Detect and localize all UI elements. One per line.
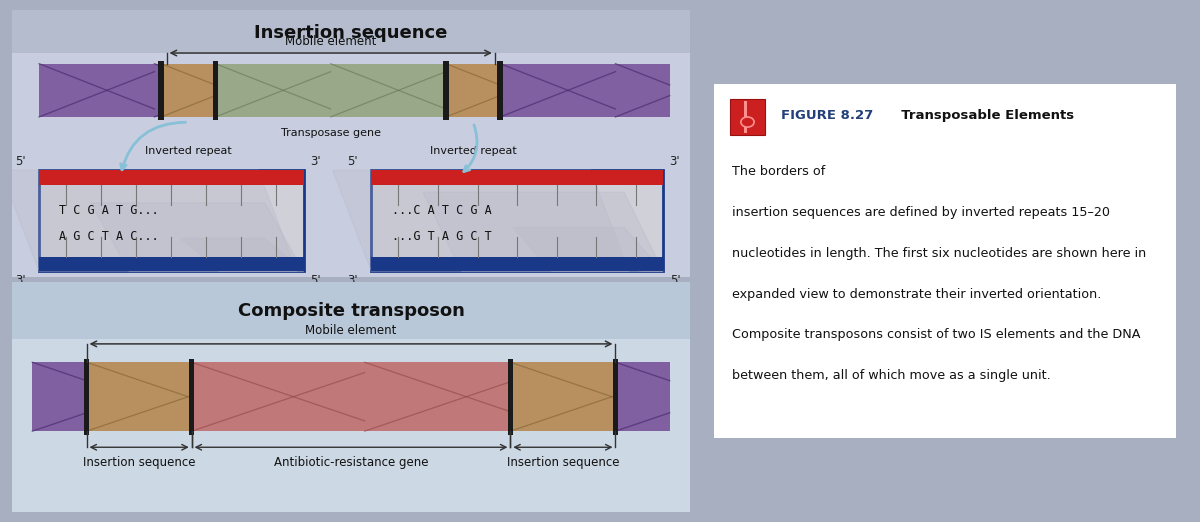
Bar xyxy=(498,61,503,120)
Bar xyxy=(40,170,304,185)
FancyBboxPatch shape xyxy=(5,280,697,514)
Bar xyxy=(508,359,512,435)
Bar xyxy=(40,170,304,271)
Text: 5': 5' xyxy=(670,274,680,287)
Polygon shape xyxy=(604,263,662,271)
Text: 5': 5' xyxy=(347,155,358,168)
Text: ...G T A G C T: ...G T A G C T xyxy=(391,230,492,243)
Bar xyxy=(216,64,446,117)
Bar xyxy=(40,64,161,117)
Bar xyxy=(613,359,618,435)
Text: 3': 3' xyxy=(670,155,680,168)
FancyBboxPatch shape xyxy=(5,8,697,279)
Text: Insertion sequence: Insertion sequence xyxy=(506,456,619,469)
Bar xyxy=(40,257,304,271)
Text: 5': 5' xyxy=(14,155,25,168)
Text: Transposable Elements: Transposable Elements xyxy=(892,109,1074,122)
Bar xyxy=(12,10,690,53)
Bar xyxy=(500,64,670,117)
Text: Composite transposon: Composite transposon xyxy=(238,302,464,319)
Bar xyxy=(371,170,662,271)
Circle shape xyxy=(740,117,754,127)
Bar xyxy=(616,362,670,431)
Bar xyxy=(86,362,192,431)
FancyBboxPatch shape xyxy=(730,100,764,135)
Bar xyxy=(161,64,216,117)
Text: Mobile element: Mobile element xyxy=(284,34,377,48)
Polygon shape xyxy=(0,170,296,271)
Bar xyxy=(190,359,194,435)
Text: Mobile element: Mobile element xyxy=(305,324,397,337)
Polygon shape xyxy=(181,239,304,271)
Bar xyxy=(12,282,690,339)
Text: The borders of: The borders of xyxy=(732,165,826,178)
Bar xyxy=(443,61,449,120)
Bar xyxy=(84,359,89,435)
Text: nucleotides in length. The first six nucleotides are shown here in: nucleotides in length. The first six nuc… xyxy=(732,247,1147,260)
Text: 5': 5' xyxy=(311,274,320,287)
Bar xyxy=(158,61,164,120)
Text: Inverted repeat: Inverted repeat xyxy=(430,146,516,156)
Bar xyxy=(12,339,690,512)
Bar xyxy=(12,53,690,277)
Text: expanded view to demonstrate their inverted orientation.: expanded view to demonstrate their inver… xyxy=(732,288,1102,301)
Bar xyxy=(212,61,218,120)
Text: Transposase gene: Transposase gene xyxy=(281,127,380,138)
Text: T C G A T G...: T C G A T G... xyxy=(60,204,160,217)
Bar xyxy=(744,101,748,133)
Polygon shape xyxy=(514,228,662,271)
Text: Antibiotic-resistance gene: Antibiotic-resistance gene xyxy=(274,456,428,469)
Text: A G C T A C...: A G C T A C... xyxy=(60,230,160,243)
Text: Insertion sequence: Insertion sequence xyxy=(254,24,448,42)
Text: Composite transposons consist of two IS elements and the DNA: Composite transposons consist of two IS … xyxy=(732,328,1141,341)
Text: 3': 3' xyxy=(311,155,320,168)
Bar xyxy=(446,64,500,117)
Text: Insertion sequence: Insertion sequence xyxy=(83,456,196,469)
Text: between them, all of which move as a single unit.: between them, all of which move as a sin… xyxy=(732,369,1051,382)
Text: FIGURE 8.27: FIGURE 8.27 xyxy=(781,109,874,122)
Bar xyxy=(32,362,86,431)
Text: Inverted repeat: Inverted repeat xyxy=(145,146,232,156)
Polygon shape xyxy=(91,203,304,271)
Polygon shape xyxy=(422,192,662,271)
Bar xyxy=(371,257,662,271)
Bar xyxy=(510,362,616,431)
Text: ...C A T C G A: ...C A T C G A xyxy=(391,204,492,217)
FancyBboxPatch shape xyxy=(700,73,1190,449)
Text: 3': 3' xyxy=(347,274,358,287)
Polygon shape xyxy=(332,170,629,271)
Text: insertion sequences are defined by inverted repeats 15–20: insertion sequences are defined by inver… xyxy=(732,206,1110,219)
Bar xyxy=(192,362,510,431)
Bar xyxy=(371,170,662,185)
Text: 3': 3' xyxy=(14,274,25,287)
